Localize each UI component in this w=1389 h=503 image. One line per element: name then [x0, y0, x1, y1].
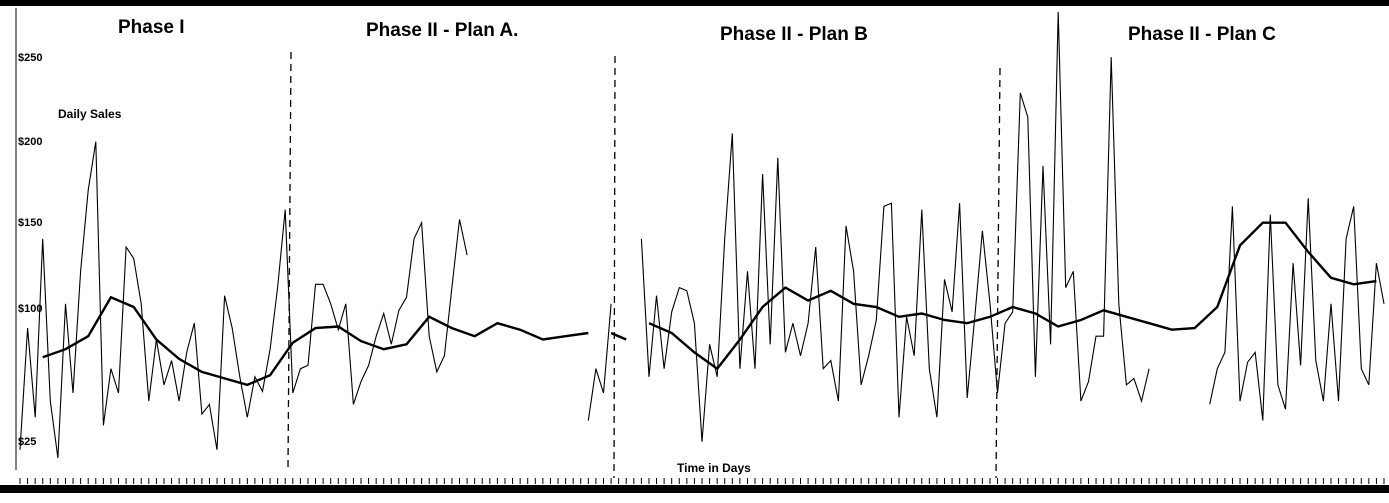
moving-average-line-segment-0 — [42, 295, 589, 387]
daily-sales-line-segment-2 — [640, 11, 1150, 442]
phase-divider — [995, 67, 1001, 479]
daily-sales-line-segment-3 — [1209, 198, 1385, 421]
phase-title-3: Phase II - Plan B — [720, 24, 868, 45]
y-axis-label: Daily Sales — [58, 107, 122, 121]
moving-average-line-segment-2 — [648, 221, 1377, 371]
y-tick-label: $200 — [18, 136, 42, 148]
y-tick-label: $150 — [18, 217, 42, 229]
x-axis-tick-marks — [19, 478, 1385, 484]
top-border — [0, 0, 1389, 6]
phase-divider — [287, 51, 292, 469]
plot-lines — [19, 11, 1385, 458]
y-tick-label: $25 — [18, 436, 36, 448]
y-tick-label: $250 — [18, 52, 42, 64]
daily-sales-line-segment-1 — [587, 303, 612, 421]
phase-title-1: Phase I — [118, 17, 185, 38]
bottom-border — [0, 485, 1389, 493]
phase-divider — [613, 55, 616, 479]
phase-title-2: Phase II - Plan A. — [366, 20, 518, 41]
moving-average-line-segment-1 — [610, 331, 627, 341]
phase-title-4: Phase II - Plan C — [1128, 24, 1276, 45]
y-tick-label: $100 — [18, 303, 42, 315]
x-axis-label: Time in Days — [677, 461, 751, 475]
daily-sales-line-segment-0 — [19, 141, 468, 458]
